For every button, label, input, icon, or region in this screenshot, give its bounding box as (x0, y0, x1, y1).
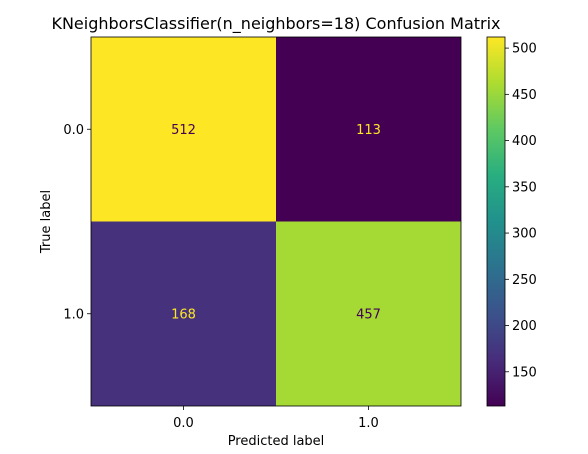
colorbar-tick-label: 450 (512, 88, 537, 103)
colorbar-ticks: 150 200 250 300 350 400 450 500 (505, 42, 537, 380)
x-axis: 0.0 1.0 (173, 406, 379, 431)
heatmap-cell (276, 37, 461, 222)
colorbar-tick-label: 250 (512, 273, 537, 288)
y-tick-label: 1.0 (63, 307, 84, 322)
x-axis-label: Predicted label (228, 434, 325, 449)
colorbar-tick-label: 150 (512, 365, 537, 380)
heatmap-cell (91, 37, 276, 222)
y-axis-label: True label (39, 190, 54, 254)
colorbar-tick-label: 200 (512, 319, 537, 334)
colorbar-tick-label: 500 (512, 42, 537, 57)
cell-value-label: 168 (171, 307, 196, 322)
heatmap-cells (91, 37, 461, 406)
colorbar-tick-label: 400 (512, 134, 537, 149)
x-tick-label: 1.0 (358, 416, 379, 431)
colorbar-tick-label: 350 (512, 180, 537, 195)
y-tick-label: 0.0 (63, 123, 84, 138)
chart-title: KNeighborsClassifier(n_neighbors=18) Con… (51, 14, 500, 34)
heatmap-cell (91, 221, 276, 406)
cell-value-label: 457 (356, 307, 381, 322)
colorbar-tick-label: 300 (512, 227, 537, 242)
cell-value-label: 113 (356, 123, 381, 138)
cell-value-label: 512 (171, 123, 196, 138)
y-axis: 0.0 1.0 (63, 123, 91, 322)
heatmap-cell (276, 221, 461, 406)
heatmap-value-labels: 512 113 168 457 (171, 123, 381, 323)
x-tick-label: 0.0 (173, 416, 194, 431)
plot-frame (90, 36, 462, 407)
colorbar (486, 36, 506, 407)
